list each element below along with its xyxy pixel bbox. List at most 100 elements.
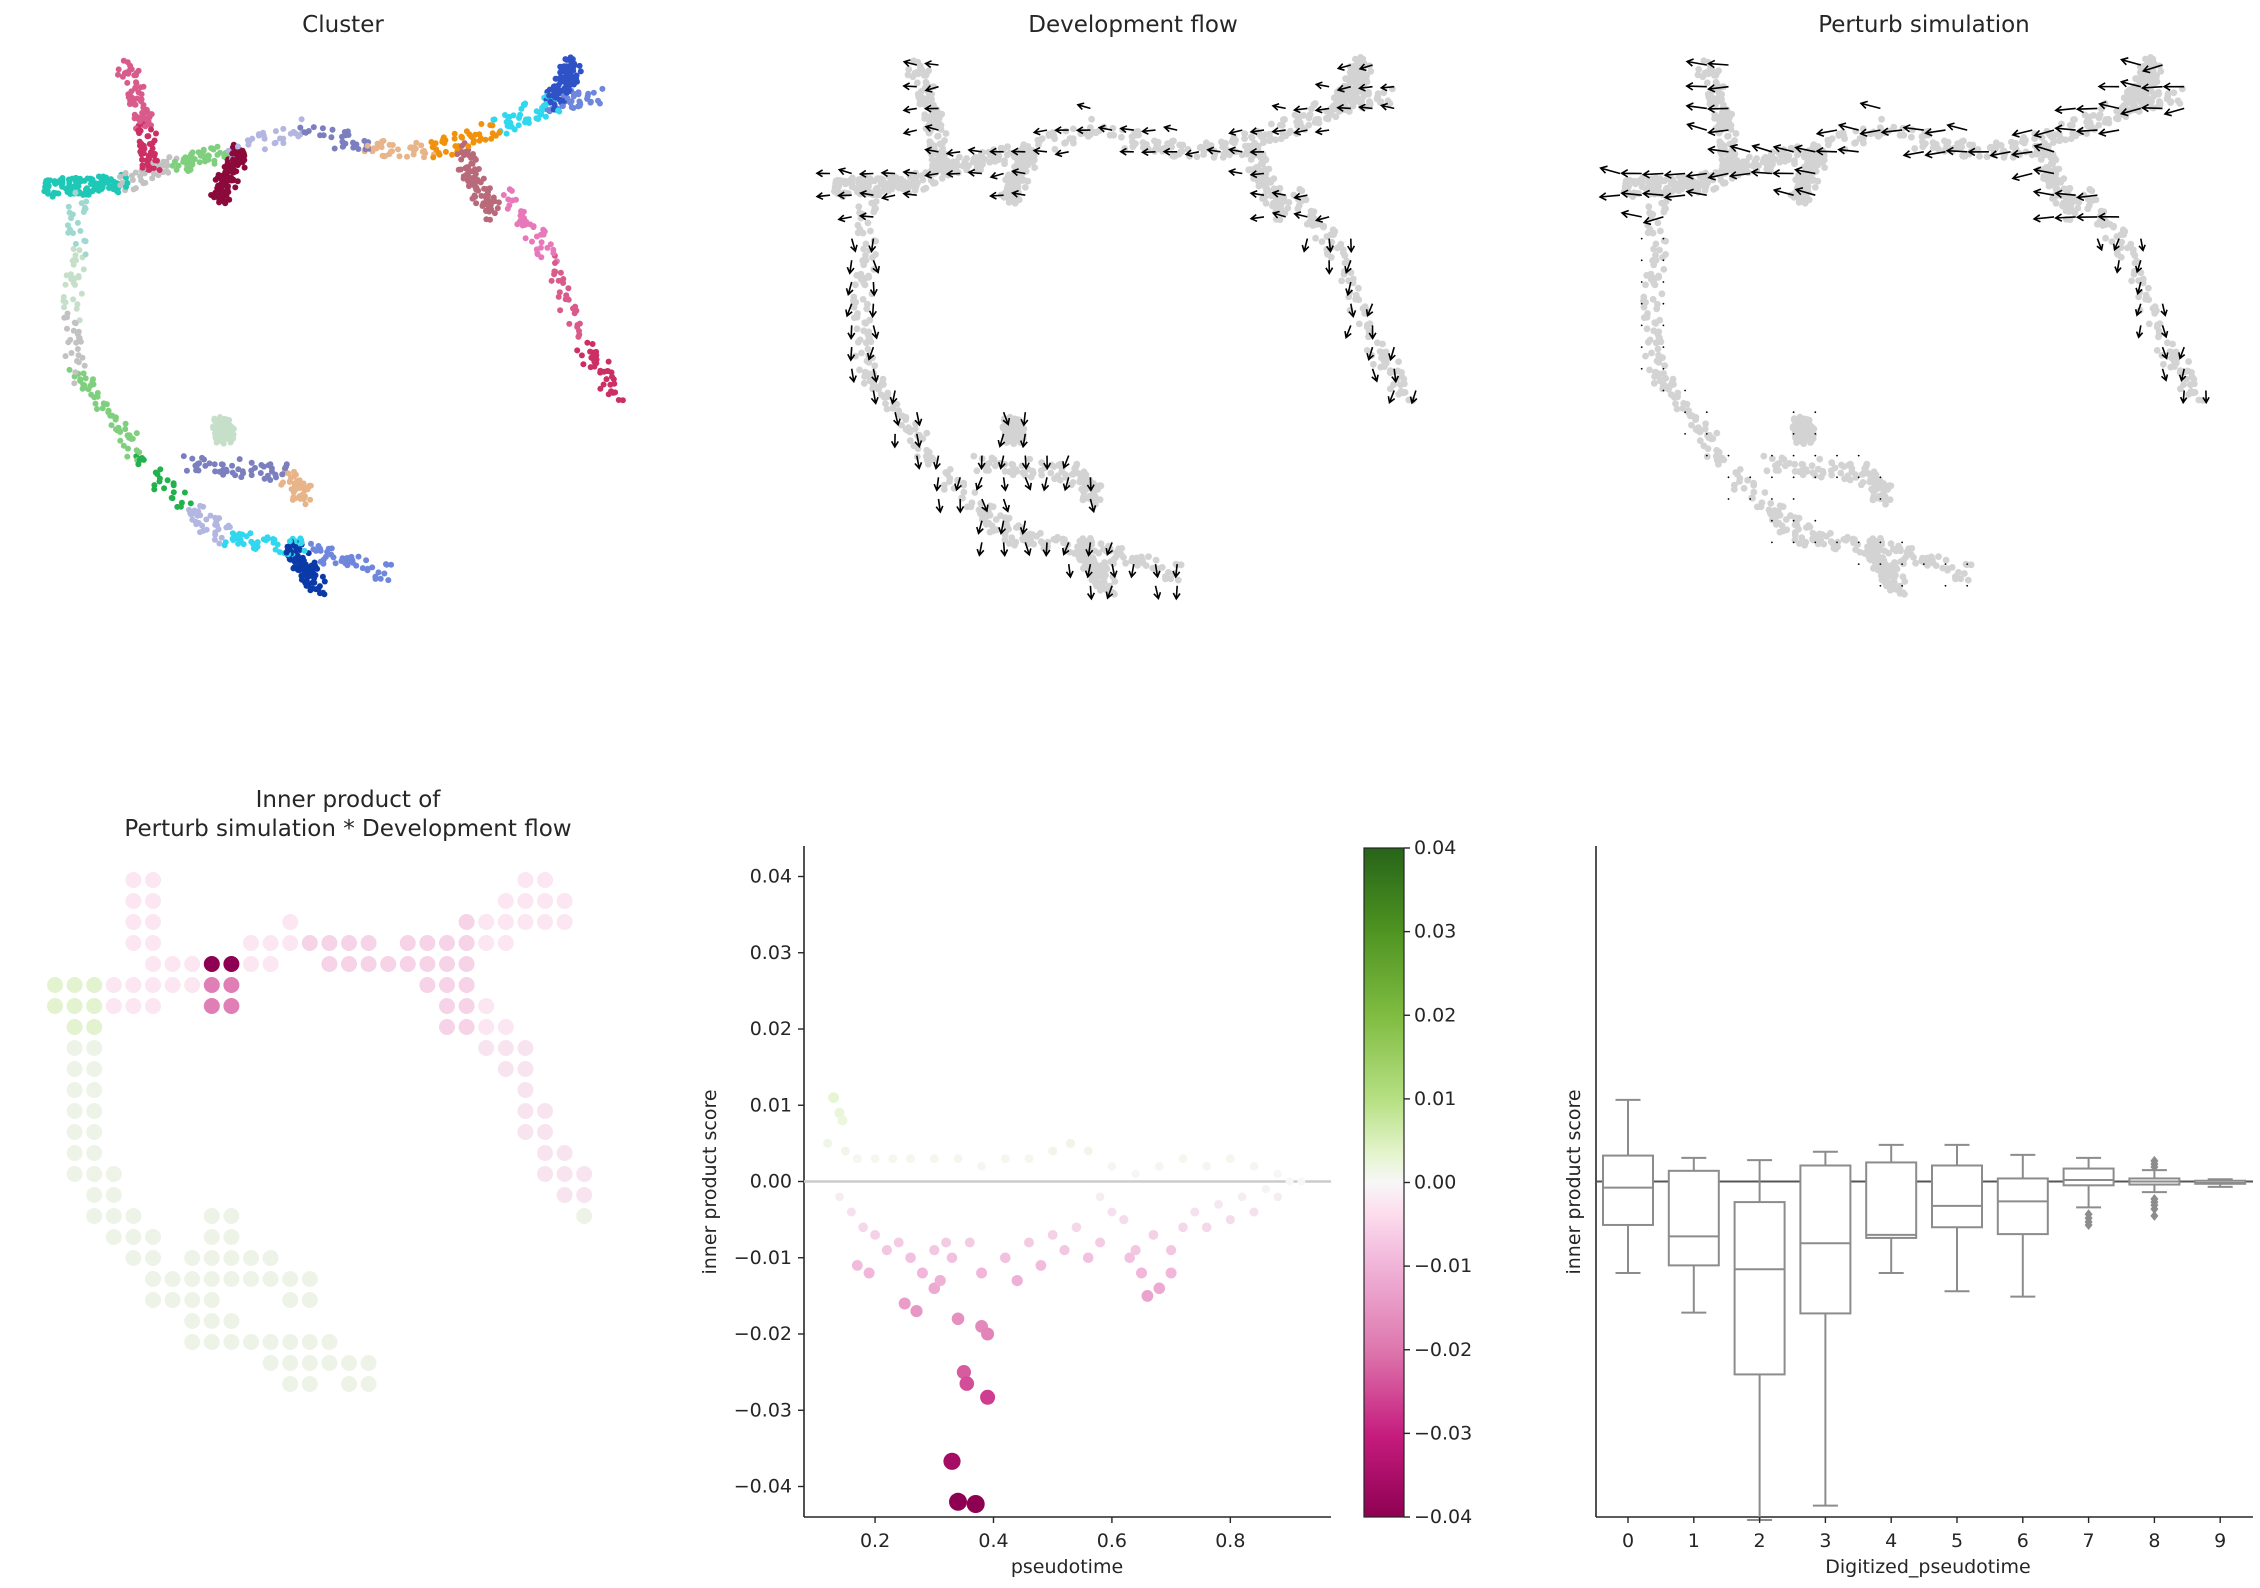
cell-point xyxy=(1162,575,1169,583)
cell-point xyxy=(564,95,571,101)
grid-cell-point xyxy=(203,1208,220,1224)
cell-point xyxy=(79,354,86,361)
cell-point xyxy=(1652,368,1659,376)
cell-point xyxy=(1696,428,1704,436)
cell-point xyxy=(483,195,490,202)
cell-point xyxy=(914,179,921,187)
grid-cell-point xyxy=(341,956,357,972)
cluster-title: Cluster xyxy=(302,12,384,38)
cell-point xyxy=(359,565,366,572)
flow-arrow xyxy=(1684,389,1686,392)
cell-point xyxy=(1769,149,1776,156)
cell-point xyxy=(866,377,874,385)
cell-point xyxy=(942,130,950,137)
cell-point xyxy=(100,400,107,407)
cell-point xyxy=(241,164,248,171)
cell-point xyxy=(489,122,496,129)
cell-point xyxy=(862,368,869,376)
cell-point xyxy=(220,471,227,478)
cell-point xyxy=(546,92,553,99)
cell-point xyxy=(353,562,360,569)
grid-cell-point xyxy=(517,1040,534,1056)
cell-point xyxy=(1804,424,1811,431)
cell-point xyxy=(567,54,574,61)
cell-point xyxy=(1110,131,1118,139)
cell-point xyxy=(319,573,326,580)
cell-point xyxy=(1349,275,1357,283)
flow-arrow xyxy=(1325,260,1334,275)
cell-point xyxy=(261,146,268,153)
grid-cell-point xyxy=(517,893,534,909)
cell-point xyxy=(600,381,607,388)
cell-point xyxy=(1899,589,1907,597)
cell-point xyxy=(1725,166,1733,174)
cell-point xyxy=(428,139,435,145)
cell-point xyxy=(976,509,984,517)
cell-point xyxy=(146,167,153,173)
flow-arrow xyxy=(1640,237,1643,240)
cell-point xyxy=(574,347,581,354)
cell-point xyxy=(860,327,868,335)
grid-cell-point xyxy=(125,893,142,909)
cell-point xyxy=(75,176,81,183)
cell-point xyxy=(928,114,936,122)
cell-point xyxy=(1120,554,1127,561)
cell-point xyxy=(850,297,857,305)
cell-point xyxy=(856,336,864,344)
cell-point xyxy=(2047,154,2055,162)
cell-point xyxy=(546,86,553,93)
cell-point xyxy=(1095,582,1102,590)
cell-point xyxy=(47,177,54,184)
cell-point xyxy=(1835,132,1843,139)
cell-point xyxy=(383,561,389,568)
cell-point xyxy=(1349,74,1357,82)
cell-point xyxy=(138,91,145,98)
flow-arrow xyxy=(1966,584,1969,587)
cell-point xyxy=(1024,143,1032,150)
cell-point xyxy=(224,159,231,166)
cell-point xyxy=(72,369,79,376)
grid-cell-point xyxy=(203,1334,220,1350)
cell-point xyxy=(195,467,202,474)
cell-point xyxy=(459,142,465,149)
cell-point xyxy=(283,549,290,556)
grid-cell-point xyxy=(262,935,279,951)
cell-point xyxy=(1054,533,1061,541)
cell-point xyxy=(1008,534,1016,542)
cell-point xyxy=(1254,142,1262,150)
flow-arrow xyxy=(1814,433,1817,435)
cell-point xyxy=(2083,118,2091,126)
cell-point xyxy=(503,119,510,125)
cell-point xyxy=(1062,127,1070,135)
cell-point xyxy=(297,124,304,131)
grid-cell-point xyxy=(125,1250,142,1266)
cell-point xyxy=(1001,193,1009,201)
cell-point xyxy=(205,156,212,163)
cell-point xyxy=(91,186,98,193)
cell-point xyxy=(1265,130,1273,138)
cell-point xyxy=(1323,114,1330,122)
cell-point xyxy=(1152,556,1160,564)
cell-point xyxy=(1957,575,1965,583)
cell-point xyxy=(1318,238,1326,246)
flow-arrow xyxy=(848,368,857,384)
flow-arrow xyxy=(933,477,942,492)
cell-point xyxy=(2110,222,2118,230)
grid-cell-point xyxy=(360,1376,377,1392)
grid-cell-point xyxy=(537,1103,553,1119)
cell-point xyxy=(511,126,518,133)
grid-cell-point xyxy=(66,1103,83,1119)
cell-point xyxy=(1935,553,1942,560)
cell-point xyxy=(1373,95,1381,103)
cell-point xyxy=(1852,471,1859,478)
grid-cell-point xyxy=(223,1250,240,1266)
cell-point xyxy=(1659,354,1666,362)
flow-arrow xyxy=(870,390,879,405)
cell-point xyxy=(124,180,131,187)
cell-point xyxy=(307,496,314,503)
cell-point xyxy=(149,175,156,182)
cell-point xyxy=(860,261,868,269)
cell-point xyxy=(1900,131,1908,139)
grid-cell-point xyxy=(458,998,475,1014)
cell-point xyxy=(1219,154,1227,161)
